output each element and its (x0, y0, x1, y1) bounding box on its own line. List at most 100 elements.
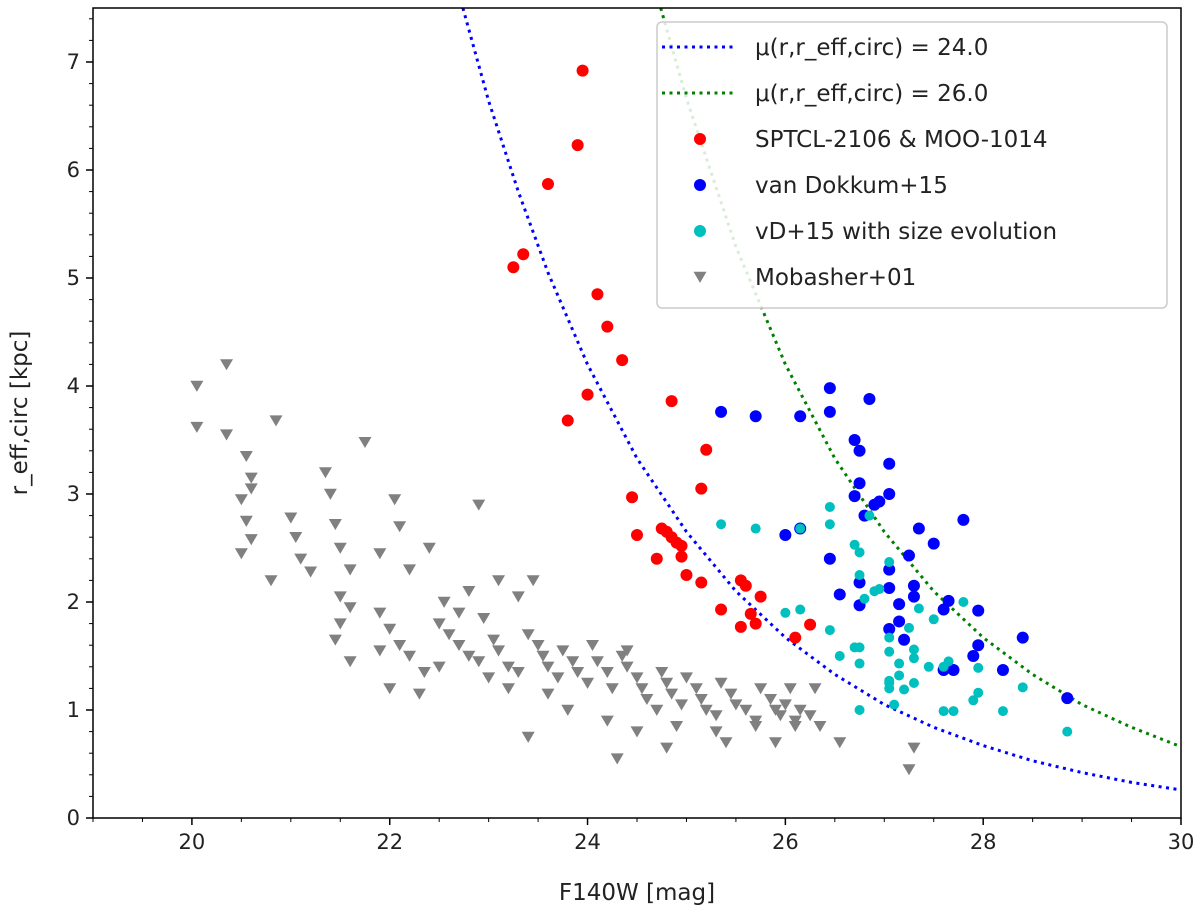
point-series-3 (571, 667, 585, 679)
point-series-0 (626, 491, 639, 504)
point-series-2 (913, 603, 924, 614)
point-series-0 (650, 552, 663, 565)
y-tick-label: 2 (67, 590, 80, 614)
point-series-3 (373, 548, 387, 560)
point-series-2 (948, 706, 959, 717)
legend-label: SPTCL-2106 & MOO-1014 (755, 127, 1048, 153)
point-series-2 (750, 523, 761, 534)
point-series-1 (823, 382, 836, 395)
point-series-3 (689, 683, 703, 695)
point-series-1 (996, 664, 1009, 677)
point-series-1 (873, 495, 886, 508)
point-series-3 (590, 656, 604, 668)
point-series-2 (849, 642, 860, 653)
point-series-1 (853, 477, 866, 490)
point-series-2 (894, 670, 905, 681)
point-series-3 (403, 564, 417, 576)
point-series-0 (754, 590, 767, 603)
point-series-1 (883, 581, 896, 594)
legend-label: van Dokkum+15 (755, 173, 948, 199)
point-series-3 (620, 661, 634, 673)
point-series-0 (680, 569, 693, 581)
point-series-2 (908, 644, 919, 655)
point-series-3 (561, 704, 575, 716)
point-series-3 (764, 694, 778, 706)
legend-swatch-marker (694, 225, 706, 237)
point-series-2 (854, 547, 865, 558)
point-series-1 (863, 392, 876, 405)
point-series-3 (343, 564, 357, 576)
point-series-2 (780, 607, 791, 618)
point-series-3 (417, 667, 431, 679)
point-series-2 (884, 646, 895, 657)
point-series-2 (859, 593, 870, 604)
point-series-3 (600, 667, 614, 679)
point-series-3 (472, 656, 486, 668)
point-series-3 (388, 494, 402, 506)
point-series-3 (660, 742, 674, 754)
point-series-3 (432, 618, 446, 630)
point-series-0 (571, 139, 584, 152)
point-series-2 (904, 622, 914, 633)
point-series-3 (462, 650, 476, 662)
point-series-3 (328, 519, 342, 531)
point-series-1 (912, 522, 925, 535)
point-series-2 (973, 687, 984, 698)
point-series-1 (848, 434, 861, 446)
point-series-3 (437, 596, 451, 608)
point-series-2 (899, 684, 910, 695)
point-series-1 (957, 513, 970, 526)
point-series-3 (699, 704, 713, 716)
legend-box (656, 21, 1168, 309)
point-series-3 (650, 704, 664, 716)
point-series-3 (521, 629, 535, 641)
point-series-0 (507, 261, 520, 274)
point-series-3 (289, 532, 303, 544)
point-series-3 (635, 683, 649, 695)
point-series-2 (854, 570, 865, 580)
point-series-3 (318, 467, 332, 479)
point-series-3 (220, 429, 234, 441)
x-tick-label: 24 (574, 830, 601, 854)
point-series-3 (220, 359, 234, 371)
point-series-3 (234, 494, 248, 506)
point-series-0 (804, 618, 817, 631)
point-series-2 (889, 699, 900, 710)
point-series-2 (849, 539, 860, 550)
point-series-1 (907, 590, 920, 603)
point-series-3 (244, 483, 258, 495)
point-series-3 (531, 640, 545, 652)
point-series-3 (566, 656, 580, 668)
point-series-0 (749, 617, 762, 630)
point-series-3 (907, 742, 921, 754)
point-series-3 (333, 542, 347, 554)
point-series-3 (452, 607, 466, 619)
point-series-1 (853, 576, 866, 589)
point-series-3 (739, 704, 753, 716)
x-tick-label: 22 (376, 830, 403, 854)
y-tick-label: 6 (67, 158, 80, 182)
point-series-0 (734, 620, 747, 633)
point-series-3 (477, 613, 491, 625)
x-tick-label: 28 (970, 830, 997, 854)
point-series-2 (1062, 726, 1073, 737)
point-series-2 (824, 501, 835, 512)
point-series-2 (795, 604, 806, 615)
point-series-3 (714, 677, 728, 689)
point-series-3 (521, 731, 535, 743)
point-series-1 (794, 410, 807, 423)
point-series-3 (487, 634, 501, 646)
point-series-2 (968, 695, 979, 706)
point-series-0 (665, 395, 678, 408)
point-series-3 (808, 683, 822, 695)
point-series-3 (239, 451, 253, 463)
legend-swatch-marker (694, 133, 706, 145)
point-series-2 (854, 705, 865, 715)
point-series-1 (823, 552, 836, 565)
axes: 20 22 24 26 28 30 0 1 2 3 4 5 6 7 F140W [mag] r_eff,cir… (7, 7, 1194, 906)
point-series-3 (768, 737, 782, 749)
point-series-3 (541, 688, 555, 700)
point-series-3 (501, 683, 515, 695)
point-series-2 (938, 706, 949, 717)
